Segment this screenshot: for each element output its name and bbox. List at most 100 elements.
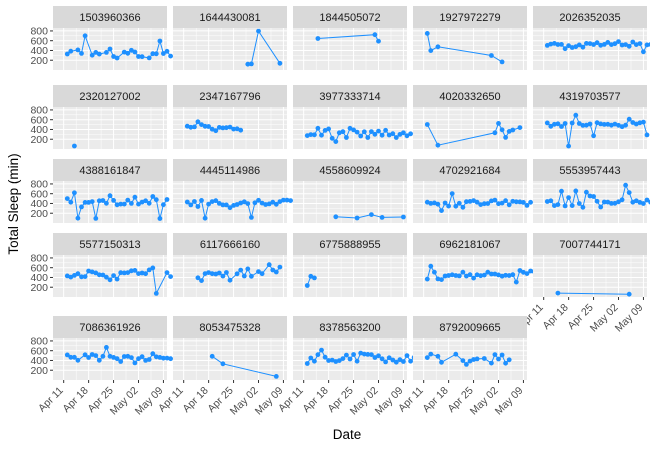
sleep-data-point: [517, 199, 523, 205]
sleep-data-point: [153, 291, 159, 296]
sleep-data-point: [584, 122, 589, 128]
sleep-data-point: [270, 199, 276, 205]
sleep-data-point: [245, 61, 251, 67]
sleep-data-point: [220, 202, 226, 208]
sleep-data-point: [576, 42, 582, 48]
sleep-data-point: [569, 120, 575, 126]
y-tick-label: 600: [30, 188, 48, 200]
sleep-data-point: [605, 199, 611, 205]
sleep-data-point: [238, 267, 244, 273]
sleep-data-point: [428, 48, 434, 53]
sleep-data-point: [304, 283, 310, 288]
sleep-data-point: [623, 42, 628, 47]
sleep-data-point: [312, 358, 317, 364]
sleep-data-point: [224, 202, 229, 208]
sleep-data-point: [129, 355, 134, 360]
sleep-data-point: [485, 269, 491, 275]
sleep-data-point: [164, 48, 170, 54]
sleep-data-point: [510, 127, 516, 133]
sleep-data-point: [591, 194, 596, 199]
sleep-data-point: [376, 128, 381, 134]
sleep-data-point: [569, 45, 575, 50]
sleep-data-point: [390, 357, 396, 363]
sleep-data-point: [594, 120, 600, 126]
sleep-data-point: [72, 354, 77, 360]
sleep-data-point: [168, 53, 174, 59]
sleep-data-point: [644, 197, 650, 203]
sleep-data-point: [319, 347, 324, 353]
sleep-data-point: [390, 131, 396, 137]
sleep-data-point: [206, 270, 212, 275]
sleep-data-point: [555, 121, 561, 127]
sleep-data-point: [464, 273, 469, 279]
sleep-data-point: [75, 357, 81, 363]
panel-background: [293, 181, 407, 223]
sleep-data-point: [100, 272, 106, 278]
sleep-data-point: [623, 122, 628, 128]
y-tick-label: 200: [30, 55, 48, 67]
x-tick-label: Apr 18: [180, 385, 210, 415]
sleep-data-point: [372, 131, 378, 137]
sleep-data-point: [93, 270, 99, 276]
sleep-data-point: [238, 127, 244, 133]
sleep-data-point: [521, 200, 526, 205]
sleep-data-point: [104, 50, 109, 55]
sleep-data-point: [435, 276, 441, 282]
sleep-data-point: [453, 273, 459, 278]
sleep-data-point: [474, 356, 480, 362]
sleep-data-point: [227, 124, 233, 130]
panel-strip: [413, 233, 527, 255]
panel-background: [413, 107, 527, 149]
panel-strip: [173, 233, 287, 255]
panel-strip-label: 3977333714: [319, 91, 380, 103]
sleep-data-point: [481, 356, 487, 361]
panel-strip-label: 1844505072: [319, 12, 380, 24]
sleep-data-point: [467, 358, 473, 364]
sleep-data-point: [626, 291, 632, 297]
sleep-data-point: [439, 208, 444, 214]
sleep-data-point: [256, 197, 261, 203]
sleep-data-point: [184, 199, 190, 205]
sleep-data-point: [161, 202, 166, 208]
panel-strip-label: 6962181067: [439, 239, 500, 251]
sleep-data-point: [139, 354, 145, 360]
sleep-data-point: [118, 270, 124, 276]
sleep-data-point: [432, 269, 437, 275]
sleep-data-point: [601, 42, 607, 47]
sleep-data-point: [249, 61, 254, 67]
sleep-data-point: [401, 359, 406, 364]
sleep-data-point: [456, 273, 462, 279]
sleep-data-point: [566, 143, 571, 149]
sleep-data-point: [492, 197, 498, 203]
sleep-data-point: [308, 273, 314, 279]
sleep-data-point: [273, 269, 279, 275]
y-tick-label: 200: [30, 134, 48, 146]
panel-6962181067: 6962181067: [413, 233, 537, 297]
panel-strip: [53, 316, 167, 338]
sleep-data-point: [312, 132, 317, 138]
sleep-data-point: [209, 199, 215, 205]
sleep-data-point: [329, 135, 335, 141]
sleep-data-point: [220, 273, 226, 279]
sleep-data-point: [644, 132, 650, 138]
sleep-data-point: [96, 272, 102, 278]
y-tick-label: 200: [30, 365, 48, 377]
sleep-data-point: [408, 131, 413, 137]
sleep-data-point: [562, 121, 568, 126]
sleep-data-point: [150, 51, 156, 57]
panel-strip-label: 4388161847: [79, 165, 140, 177]
sleep-data-point: [587, 41, 593, 46]
sleep-data-point: [340, 129, 346, 135]
sleep-data-point: [336, 358, 342, 363]
sleep-data-point: [383, 359, 388, 365]
sleep-data-point: [266, 262, 272, 268]
sleep-data-point: [195, 275, 201, 281]
sleep-data-point: [157, 38, 163, 44]
sleep-data-point: [460, 358, 466, 363]
sleep-data-point: [524, 271, 530, 276]
sleep-data-point: [216, 201, 222, 206]
sleep-data-point: [580, 204, 586, 210]
